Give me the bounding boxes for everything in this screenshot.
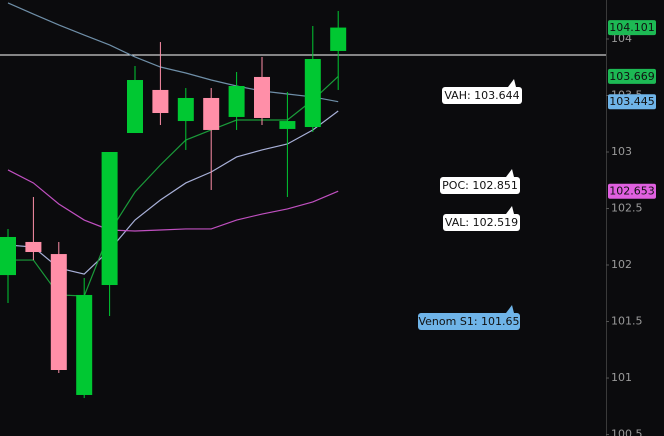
y-tick-label: 102.5 [611,202,643,215]
moving-average-line [7,169,339,232]
price-label-box [608,94,656,110]
moving-average-line [7,2,339,103]
annotation-tail [506,305,514,313]
annotation-tail [506,206,514,214]
y-tick-label: 101 [611,371,632,384]
price-label-box [608,68,656,84]
annotation-tail [506,169,514,177]
candle-body [76,294,93,395]
candle-body [50,254,67,371]
candle-body [127,80,143,134]
price-label: 103.669 [609,70,655,83]
annotation-text: VAH: 103.644 [444,89,519,102]
candle-body [177,97,194,122]
candle-body [279,121,296,129]
candle-body [101,152,118,286]
candle-body [228,86,245,117]
price-label-box [608,183,656,199]
y-tick-label: 104 [611,32,632,45]
y-tick-label: 101.5 [611,315,643,328]
annotation-tail [508,79,516,87]
candle-body [203,97,220,130]
price-label-box [608,20,656,36]
y-tick-label: 100.5 [611,428,643,436]
annotation-box [443,214,520,231]
y-tick-label: 102 [611,258,632,271]
annotation-text: VAL: 102.519 [445,216,518,229]
candle-body [304,58,321,128]
annotation-box [418,313,520,330]
candle-body [152,89,169,114]
candle-body [330,27,347,51]
annotation-box [440,177,520,194]
candle-body [25,241,42,253]
annotation-text: POC: 102.851 [442,179,518,192]
price-label: 102.653 [609,185,655,198]
y-tick-label: 103 [611,145,632,158]
price-label: 103.445 [609,95,655,108]
annotation-box [442,87,522,104]
price-label: 104.101 [609,21,655,34]
candle-body [0,236,16,276]
annotation-text: Venom S1: 101.65 [418,315,519,328]
candle-body [254,76,270,118]
